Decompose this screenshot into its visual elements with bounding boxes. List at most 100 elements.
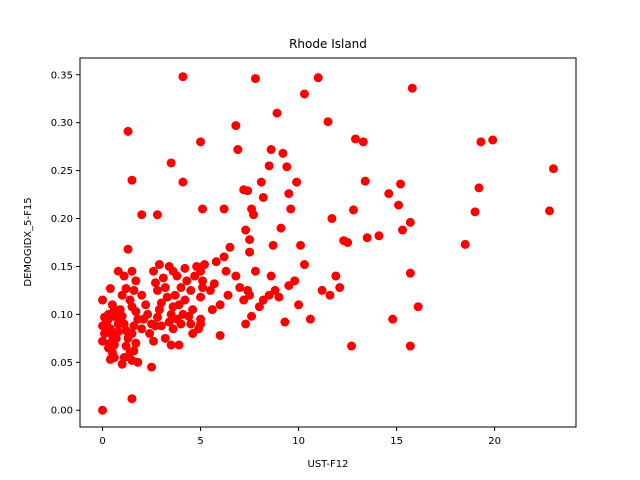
data-point [347,341,357,351]
data-point [250,266,260,276]
data-point [133,357,143,367]
data-point [211,257,221,267]
data-point [196,319,206,329]
data-point [350,134,360,144]
data-point [215,300,225,310]
data-point [245,247,255,257]
data-point [113,327,123,337]
data-point [129,321,139,331]
data-point [488,135,498,145]
data-point [264,161,274,171]
data-point [235,283,245,293]
y-tick-label: 0.00 [51,406,73,417]
points-layer [98,72,558,415]
data-point [250,74,260,84]
x-tick-label: 0 [99,436,105,447]
data-point [170,290,180,300]
data-point [152,285,162,295]
data-point [186,319,196,329]
data-point [166,158,176,168]
data-point [231,121,241,131]
data-point [223,290,233,300]
data-point [219,252,229,262]
data-point [103,314,113,324]
data-point [198,204,208,214]
data-point [154,260,164,270]
data-point [137,210,147,220]
data-point [258,192,268,202]
data-point [119,271,129,281]
data-point [98,295,108,305]
data-point [166,340,176,350]
data-point [413,302,423,312]
data-point [127,266,137,276]
data-point [331,271,341,281]
data-point [121,284,131,294]
x-tick-label: 15 [390,436,403,447]
data-point [247,311,257,321]
data-point [474,183,484,193]
data-point [362,233,372,243]
y-tick-label: 0.15 [51,262,73,273]
data-point [182,276,192,286]
data-point [335,283,345,293]
data-point [196,137,206,147]
x-tick-label: 20 [488,436,501,447]
data-point [149,266,159,276]
y-tick-label: 0.05 [51,358,73,369]
data-point [278,148,288,158]
data-point [198,283,208,293]
data-point [398,225,407,235]
data-point [176,283,186,293]
data-point [405,341,415,351]
data-point [272,108,282,118]
data-point [145,329,155,339]
data-point [245,235,255,245]
data-point [150,278,160,288]
data-point [147,362,157,372]
data-point [339,236,349,246]
data-point [196,266,206,276]
data-point [470,207,480,217]
x-axis-label: UST-F12 [308,459,349,470]
data-point [143,309,153,319]
x-axis-ticks: 0 5 10 15 20 [99,427,501,447]
y-tick-label: 0.35 [51,70,73,81]
data-point [178,72,188,82]
data-point [184,311,194,321]
data-point [299,260,309,270]
data-point [305,314,315,324]
y-tick-label: 0.20 [51,214,73,225]
data-point [178,177,188,187]
data-point [396,179,406,189]
data-point [129,285,139,295]
data-point [407,83,417,93]
data-point [384,189,394,199]
data-point [164,317,174,327]
data-point [158,273,168,283]
y-tick-label: 0.30 [51,118,73,129]
data-point [174,340,184,350]
data-point [127,175,137,185]
data-point [317,285,327,295]
data-point [358,137,368,147]
data-point [286,204,296,214]
data-point [156,321,166,331]
data-point [105,284,115,294]
data-point [141,300,151,310]
data-point [117,359,127,369]
data-point [266,145,276,155]
data-point [282,162,292,172]
data-point [241,319,251,329]
data-point [241,225,251,235]
data-point [121,341,131,351]
data-point [348,205,358,215]
data-point [162,292,172,302]
data-point [231,271,241,281]
y-axis-ticks: 0.00 0.05 0.10 0.15 0.20 0.25 0.30 0.35 [51,70,80,417]
data-point [176,319,186,329]
data-point [233,145,243,155]
data-point [245,290,255,300]
data-point [219,204,229,214]
